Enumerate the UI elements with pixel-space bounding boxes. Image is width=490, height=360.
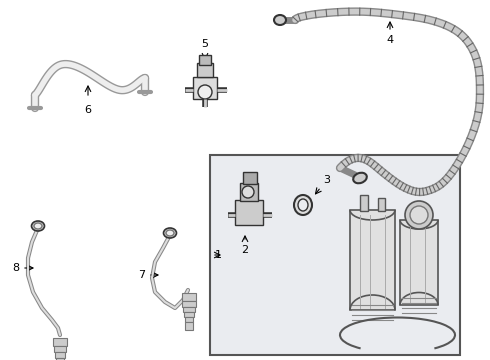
Ellipse shape xyxy=(34,223,42,229)
Circle shape xyxy=(242,186,254,198)
Bar xyxy=(210,155,460,355)
Text: 6: 6 xyxy=(84,105,92,115)
Text: 2: 2 xyxy=(242,245,248,255)
Text: 5: 5 xyxy=(201,39,209,49)
Bar xyxy=(183,307,195,312)
Circle shape xyxy=(198,85,212,99)
Ellipse shape xyxy=(164,228,176,238)
Bar xyxy=(182,301,196,307)
Text: 1: 1 xyxy=(215,250,221,260)
Text: 8: 8 xyxy=(12,263,19,273)
Bar xyxy=(350,210,395,310)
Bar xyxy=(197,63,213,77)
Text: 7: 7 xyxy=(138,270,145,280)
Bar xyxy=(184,312,194,317)
Text: 4: 4 xyxy=(387,35,393,45)
Circle shape xyxy=(410,206,428,224)
Ellipse shape xyxy=(166,230,174,236)
Bar xyxy=(185,322,193,330)
Bar xyxy=(199,55,211,65)
Bar xyxy=(182,293,196,301)
Bar xyxy=(240,183,258,201)
Bar xyxy=(193,77,217,99)
Bar xyxy=(185,317,193,322)
Ellipse shape xyxy=(353,173,367,183)
Bar xyxy=(54,346,66,352)
Bar xyxy=(235,200,263,225)
Bar xyxy=(53,338,67,346)
Text: 3: 3 xyxy=(323,175,330,185)
Bar xyxy=(360,195,368,211)
Bar xyxy=(243,172,257,184)
Bar xyxy=(56,358,64,360)
Bar xyxy=(55,352,65,358)
Bar xyxy=(378,198,385,211)
Ellipse shape xyxy=(31,221,45,231)
Ellipse shape xyxy=(274,15,286,25)
Ellipse shape xyxy=(298,199,308,211)
Ellipse shape xyxy=(294,195,312,215)
Bar xyxy=(400,220,438,305)
Circle shape xyxy=(405,201,433,229)
